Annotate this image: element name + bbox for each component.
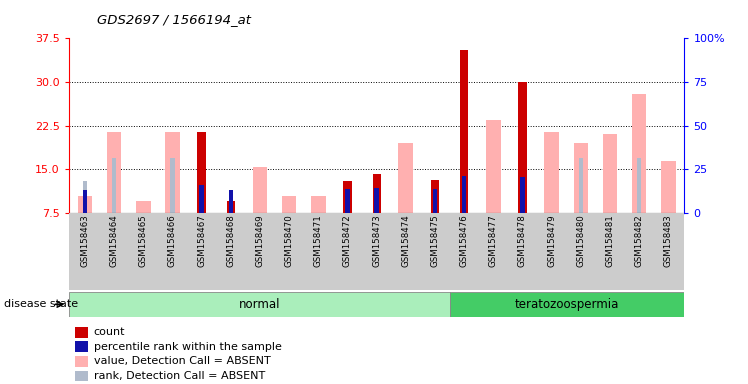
Text: GSM158466: GSM158466 [168,215,177,267]
Text: GSM158473: GSM158473 [372,215,381,267]
Text: GSM158478: GSM158478 [518,215,527,267]
Bar [433,189,437,213]
Bar [229,190,233,213]
Text: GSM158469: GSM158469 [255,215,264,267]
Text: GSM158483: GSM158483 [664,215,673,267]
Bar [431,180,439,213]
Text: teratozoospermia: teratozoospermia [515,298,619,311]
Bar [486,120,500,213]
Bar [521,177,524,213]
Text: GSM158472: GSM158472 [343,215,352,267]
Bar [165,132,180,213]
Text: value, Detection Call = ABSENT: value, Detection Call = ABSENT [94,356,270,366]
Text: GSM158474: GSM158474 [401,215,411,267]
Text: GSM158470: GSM158470 [284,215,294,267]
Bar [112,158,116,213]
Bar [346,189,349,213]
Bar [311,196,325,213]
Bar [637,158,641,213]
Text: GSM158468: GSM158468 [226,215,235,267]
Text: GSM158482: GSM158482 [635,215,644,267]
Text: GSM158465: GSM158465 [138,215,147,267]
Text: GSM158479: GSM158479 [548,215,557,267]
Bar [78,196,92,213]
Text: percentile rank within the sample: percentile rank within the sample [94,342,281,352]
Text: disease state: disease state [4,299,78,310]
Text: GSM158476: GSM158476 [459,215,469,267]
Bar [450,292,684,317]
Bar [136,202,150,213]
Bar [375,188,378,213]
Bar [343,181,352,213]
Bar [545,132,559,213]
Text: GSM158475: GSM158475 [430,215,440,267]
Bar [373,174,381,213]
Bar [282,196,296,213]
Bar [462,175,466,213]
Text: count: count [94,327,125,337]
Bar [83,181,87,213]
Text: GSM158463: GSM158463 [80,215,89,267]
Text: GSM158464: GSM158464 [109,215,118,267]
Bar [518,82,527,213]
Bar [399,143,413,213]
Text: rank, Detection Call = ABSENT: rank, Detection Call = ABSENT [94,371,265,381]
Bar [579,158,583,213]
Bar [603,134,617,213]
Bar [661,161,675,213]
Text: GSM158471: GSM158471 [313,215,323,267]
Bar [171,158,174,213]
Bar [460,50,468,213]
Bar [69,292,450,317]
Text: GDS2697 / 1566194_at: GDS2697 / 1566194_at [97,13,251,26]
Text: GSM158481: GSM158481 [606,215,615,267]
Bar [197,132,206,213]
Bar [107,132,121,213]
Bar [83,190,87,213]
Text: GSM158477: GSM158477 [489,215,498,267]
Text: GSM158467: GSM158467 [197,215,206,267]
Bar [632,94,646,213]
Bar [227,202,235,213]
Text: GSM158480: GSM158480 [577,215,586,267]
Text: normal: normal [239,298,280,311]
Bar [574,143,588,213]
Bar [200,185,203,213]
Bar [253,167,267,213]
